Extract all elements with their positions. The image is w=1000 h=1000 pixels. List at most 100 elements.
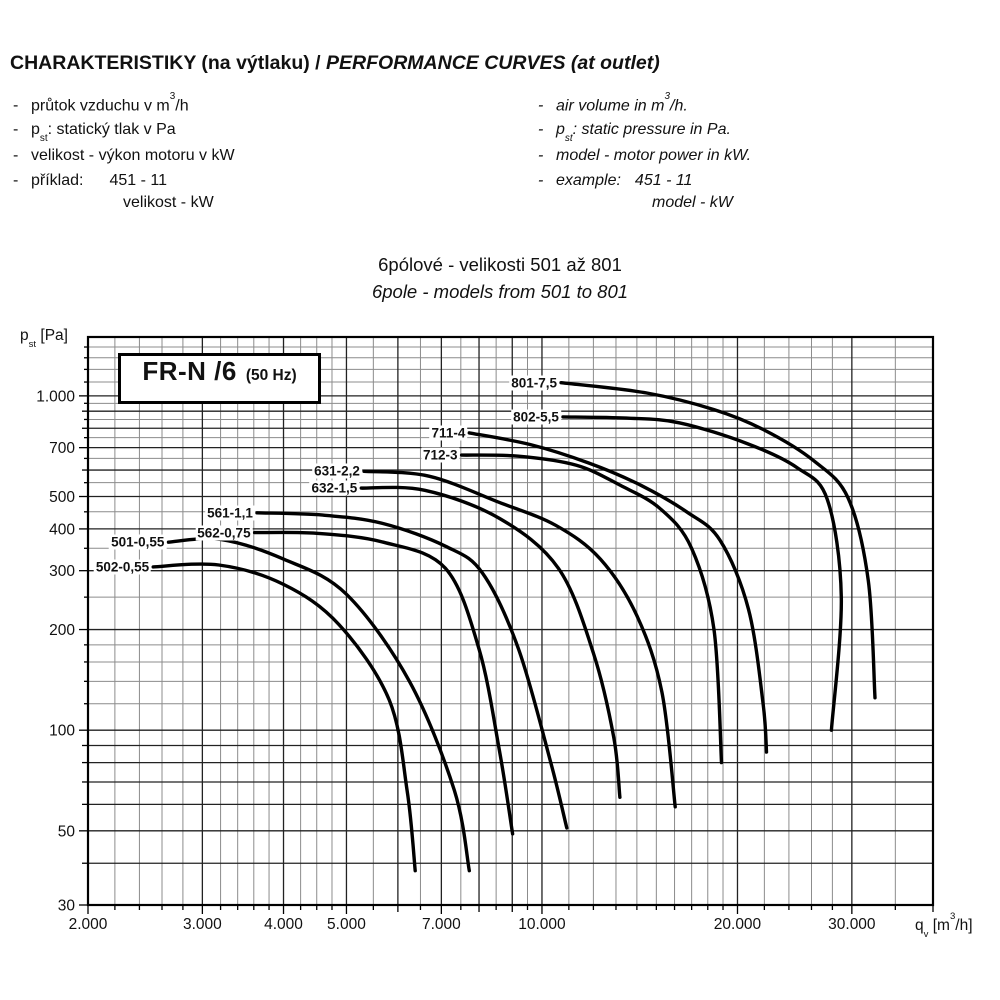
bullet-dash: - [13,172,19,189]
subtitle-cz: 6pólové - velikosti 501 až 801 [378,254,622,275]
curves [151,381,877,873]
y-tick-label: 400 [49,521,75,538]
axis-label-text: [Pa] [36,327,68,344]
curve-label-561-1,1: 561-1,1 [205,505,255,521]
bullet-text: p [556,121,565,138]
bullet-en-air-volume: - air volume in m3/h. [538,90,688,115]
bullet-en-example-sub: model - kW [652,193,733,212]
example-value: 451 - 11 [634,172,693,189]
bullet-text: velikost - kW [123,194,214,211]
bullet-en-static-pressure: - pst: static pressure in Pa. [538,120,731,145]
superscript: 3 [664,90,670,102]
bullet-text: příklad: [31,172,84,189]
curve-802-5,5 [561,415,844,732]
bullet-text: velikost - výkon motoru v kW [31,147,235,164]
x-tick-label: 7.000 [422,916,461,933]
bullet-text: /h. [670,97,688,115]
curve-801-7,5 [559,381,877,700]
bullet-dash: - [13,121,19,138]
superscript: 3 [169,90,176,102]
x-tick-label: 5.000 [327,916,366,933]
bullet-text: example: [556,172,621,189]
subtitle-en: 6pole - models from 501 to 801 [371,281,629,302]
page-title-cz: CHARAKTERISTIKY (na výtlaku) / [10,52,327,74]
page-title-en: PERFORMANCE CURVES (at outlet) [326,52,660,74]
y-tick-label: 50 [58,823,76,840]
bullet-text: p [31,121,40,138]
x-tick-label: 4.000 [264,916,303,933]
superscript: 3 [949,910,956,922]
bullet-text: průtok vzduchu v m [31,97,170,115]
bullet-text: : statický tlak v Pa [47,121,176,138]
bullet-cz-example: - příklad: 451 - 11 [13,171,167,190]
curve-label-711-4: 711-4 [429,425,468,441]
bullet-cz-air-volume: - průtok vzduchu v m3/h [13,90,189,115]
curve-631-2,2 [362,469,677,809]
x-tick-label: 2.000 [69,916,108,933]
y-tick-label: 500 [49,489,75,506]
curve-562-0,75 [252,530,515,836]
model-series-box: FR-N /6 (50 Hz) [118,353,321,404]
curve-501-0,55 [166,536,471,873]
subscript: st [39,132,48,144]
curve-label-802-5,5: 802-5,5 [511,409,561,425]
bullet-text: air volume in m [556,97,665,115]
axis-ticks [79,346,934,914]
bullet-text: : static pressure in Pa. [572,121,731,138]
bullet-cz-static-pressure: - pst: statický tlak v Pa [13,120,176,145]
bullet-text: model - motor power in kW. [556,147,752,164]
curve-label-712-3: 712-3 [421,447,460,463]
model-series-frequency: (50 Hz) [245,367,297,384]
bullet-dash: - [538,97,544,115]
curve-label-801-7,5: 801-7,5 [509,375,560,391]
x-tick-labels: 2.000 3.000 4.000 5.000 7.000 10.000 20.000 30.… [69,916,876,933]
curve-label-631-2,2: 631-2,2 [312,463,362,479]
bullet-en-example: - example: 451 - 11 [538,171,692,190]
x-tick-label: 20.000 [714,916,762,933]
y-tick-label: 30 [58,898,76,915]
subscript: v [923,928,929,940]
axis-label-text: [m [928,917,950,935]
y-tick-label: 300 [49,563,75,580]
y-axis-label: pst [Pa] [18,327,70,350]
x-axis-label: qv [m3/h] [913,911,975,940]
y-tick-label: 1.000 [36,388,75,405]
curve-502-0,55 [151,562,417,873]
bullet-dash: - [13,97,19,115]
x-tick-label: 3.000 [183,916,222,933]
subscript: st [564,132,573,144]
page-title: CHARAKTERISTIKY (na výtlaku) / PERFORMAN… [10,52,660,75]
curve-711-4 [467,431,769,754]
curve-632-1,5 [359,485,622,799]
curve-712-3 [459,453,724,765]
y-tick-labels: 1.000 700 500 400 300 200 100 50 30 [36,388,75,914]
y-tick-label: 200 [49,622,75,639]
axis-label-text: /h] [955,917,973,935]
curve-561-1,1 [255,511,569,830]
example-value: 451 - 11 [109,172,167,189]
bullet-dash: - [538,147,544,164]
curve-label-562-0,75: 562-0,75 [195,525,253,541]
subscript: st [28,338,37,350]
axis-label-text: q [915,917,924,935]
bullet-dash: - [538,172,544,189]
curve-label-502-0,55: 502-0,55 [93,559,152,575]
y-tick-label: 700 [49,440,75,457]
bullet-text: model - kW [652,194,733,211]
y-tick-label: 100 [49,723,75,740]
x-tick-label: 30.000 [828,916,876,933]
bullet-dash: - [538,121,544,138]
bullet-dash: - [13,147,19,164]
model-series-name: FR-N /6 [142,356,237,386]
bullet-cz-motor-power: - velikost - výkon motoru v kW [13,146,235,165]
bullet-text: /h [175,97,189,115]
bullet-en-motor-power: - model - motor power in kW. [538,146,751,165]
x-tick-label: 10.000 [518,916,566,933]
curve-label-632-1,5: 632-1,5 [309,480,360,496]
axis-label-text: p [20,327,29,344]
curve-label-501-0,55: 501-0,55 [109,534,167,550]
bullet-cz-example-sub: velikost - kW [123,193,214,212]
